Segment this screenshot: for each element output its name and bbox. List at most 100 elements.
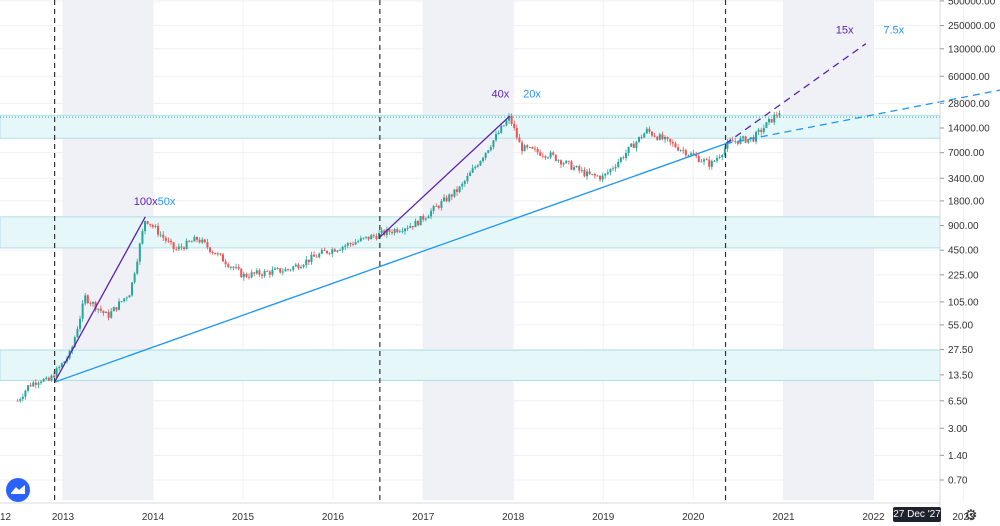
candle (625, 153, 628, 158)
candle (744, 136, 747, 143)
candle (505, 120, 508, 126)
annotation-label: 15x (836, 24, 854, 36)
candle (84, 295, 87, 304)
candle (669, 138, 672, 143)
candle (81, 303, 84, 319)
candle (575, 166, 578, 168)
y-tick-label: 55.00 (948, 320, 973, 331)
candle (170, 240, 173, 243)
trendlines (54, 43, 1000, 383)
candle (541, 155, 544, 157)
candle (326, 250, 329, 254)
candle (385, 229, 388, 235)
candle (544, 156, 547, 158)
candle (515, 127, 518, 138)
candle (742, 136, 745, 139)
candle (729, 140, 732, 143)
candle (713, 160, 716, 162)
candle (289, 269, 292, 271)
candle (565, 160, 568, 164)
candle (50, 375, 53, 381)
candle (406, 227, 409, 229)
candle (378, 233, 381, 239)
candle (136, 261, 139, 274)
candle (596, 175, 599, 177)
x-tick-label: 2020 (682, 512, 705, 523)
candle (227, 264, 230, 268)
candle (567, 160, 570, 162)
x-tick-label: 2014 (142, 512, 165, 523)
candle (292, 266, 295, 270)
candle (716, 157, 719, 161)
x-tick-label: 2021 (772, 512, 795, 523)
candle (734, 141, 737, 143)
support-zone (0, 216, 941, 249)
candle (466, 175, 469, 182)
candle (726, 142, 729, 149)
candle (21, 396, 24, 400)
candle (424, 218, 427, 220)
gear-icon[interactable]: ⚙ (964, 506, 978, 524)
candle (372, 235, 375, 237)
candle (422, 215, 425, 220)
candle (198, 239, 201, 243)
candle (731, 140, 734, 142)
candle (627, 146, 630, 154)
candle (333, 249, 336, 252)
candle (97, 308, 100, 310)
candle (401, 231, 404, 233)
candle (105, 312, 108, 313)
candle (690, 153, 693, 155)
candle (474, 166, 477, 169)
candle (307, 259, 310, 263)
candle (580, 169, 583, 171)
candle (60, 363, 63, 367)
candle (362, 237, 365, 239)
candle (534, 148, 537, 150)
candle (263, 270, 266, 276)
candle (58, 366, 61, 369)
candle (469, 172, 472, 176)
candle (29, 385, 32, 387)
x-tick-label: 2023 (952, 512, 975, 523)
x-tick-label: 2018 (502, 512, 525, 523)
candle (266, 270, 269, 272)
trendline (54, 216, 146, 383)
y-tick-label: 105.00 (948, 297, 979, 308)
candle (411, 225, 414, 228)
candle (578, 166, 581, 171)
candle (149, 223, 152, 226)
candle (261, 274, 264, 276)
tradingview-logo-icon[interactable] (6, 478, 30, 502)
candle (632, 143, 635, 148)
trendline (54, 143, 726, 383)
y-tick-label: 130000.00 (948, 44, 996, 55)
candle (476, 165, 479, 167)
candle (193, 237, 196, 242)
candle (526, 145, 529, 148)
candle (463, 181, 466, 184)
candle (450, 194, 453, 197)
candle (271, 269, 274, 275)
candle (396, 229, 399, 233)
candle (344, 245, 347, 247)
candle (339, 249, 342, 251)
support-zone (0, 349, 941, 382)
candle (705, 159, 708, 161)
candle (313, 254, 316, 257)
x-tick-label: 2022 (862, 512, 885, 523)
x-tick-label: 2016 (322, 512, 345, 523)
candle (279, 268, 282, 273)
candle (284, 269, 287, 272)
candle (391, 232, 394, 234)
x-tick-label: 2019 (592, 512, 615, 523)
candle (409, 225, 412, 228)
annotation-label: 100x (134, 196, 158, 208)
candle (157, 226, 160, 235)
candle (128, 295, 131, 298)
candle (656, 136, 659, 140)
candle (151, 225, 154, 227)
candle (419, 215, 422, 226)
candle (55, 368, 58, 378)
